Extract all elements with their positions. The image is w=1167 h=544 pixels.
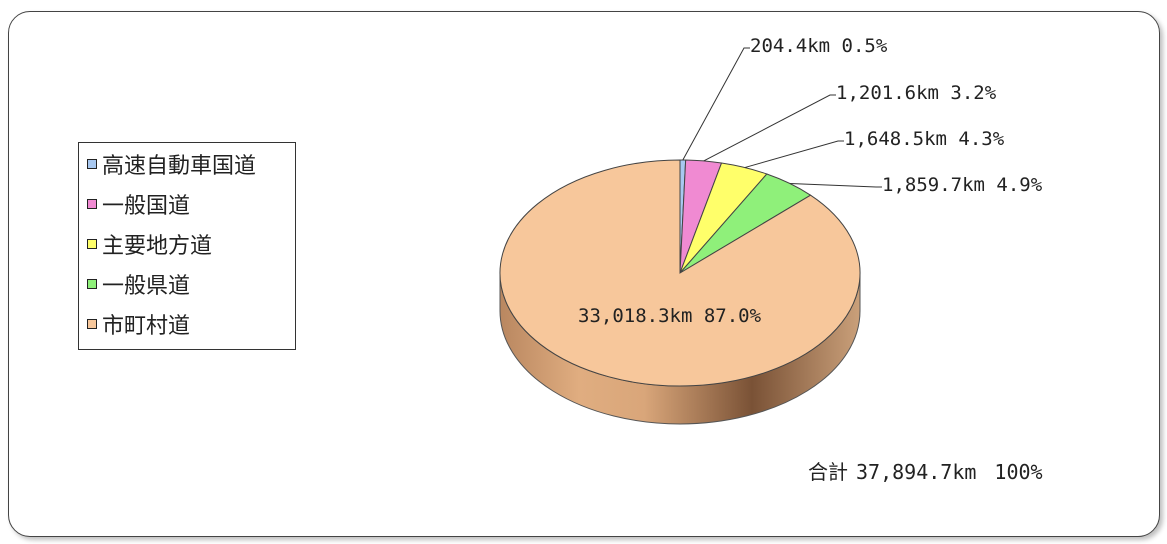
legend-swatch-2	[87, 239, 97, 249]
legend-label-0: 高速自動車国道	[102, 154, 257, 179]
legend-label-1: 一般国道	[102, 194, 191, 219]
legend-item-2: 主要地方道	[87, 229, 212, 259]
leader-line-2	[744, 140, 844, 169]
legend-swatch-1	[87, 199, 97, 209]
legend-swatch-0	[87, 159, 97, 169]
slice-label-2: 1,648.5km 4.3%	[844, 128, 1005, 150]
leader-line-3	[789, 183, 882, 188]
slice-label-3: 1,859.7km 4.9%	[882, 174, 1043, 196]
legend-label-3: 一般県道	[102, 274, 191, 299]
leader-line-0	[682, 47, 750, 161]
legend: 高速自動車国道 一般国道主要地方道一般県道市町村道	[78, 142, 296, 350]
legend-item-3: 一般県道	[87, 269, 190, 299]
legend-item-4: 市町村道	[87, 309, 190, 339]
leader-line-1	[703, 94, 836, 162]
total-label: 合計	[808, 460, 848, 484]
slice-label-4: 33,018.3km 87.0%	[578, 305, 762, 327]
pie-slice-4	[499, 159, 861, 387]
slice-label-0: 204.4km 0.5%	[750, 35, 888, 57]
legend-item-0: 高速自動車国道	[87, 149, 256, 179]
legend-label-4: 市町村道	[102, 314, 191, 339]
total-readout: 合計 37,894.7km 100%	[808, 456, 1043, 485]
slice-label-1: 1,201.6km 3.2%	[836, 82, 997, 104]
legend-label-2: 主要地方道	[102, 234, 213, 259]
total-value: 37,894.7km	[856, 460, 977, 484]
legend-swatch-3	[87, 279, 97, 289]
total-percent: 100%	[994, 460, 1043, 484]
legend-item-1: 一般国道	[87, 189, 190, 219]
legend-swatch-4	[87, 319, 97, 329]
